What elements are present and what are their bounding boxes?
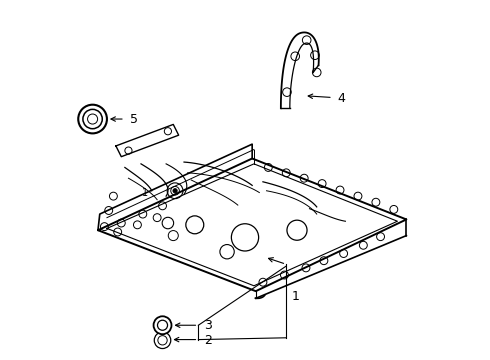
Circle shape <box>173 189 177 193</box>
Polygon shape <box>156 332 169 347</box>
Circle shape <box>78 105 107 134</box>
Text: 5: 5 <box>130 113 138 126</box>
Circle shape <box>154 332 171 348</box>
Text: 3: 3 <box>204 319 212 332</box>
Text: 1: 1 <box>292 290 299 303</box>
Text: 1: 1 <box>142 188 147 198</box>
Circle shape <box>153 316 172 334</box>
Text: 2: 2 <box>204 334 212 347</box>
Text: 4: 4 <box>338 92 345 105</box>
